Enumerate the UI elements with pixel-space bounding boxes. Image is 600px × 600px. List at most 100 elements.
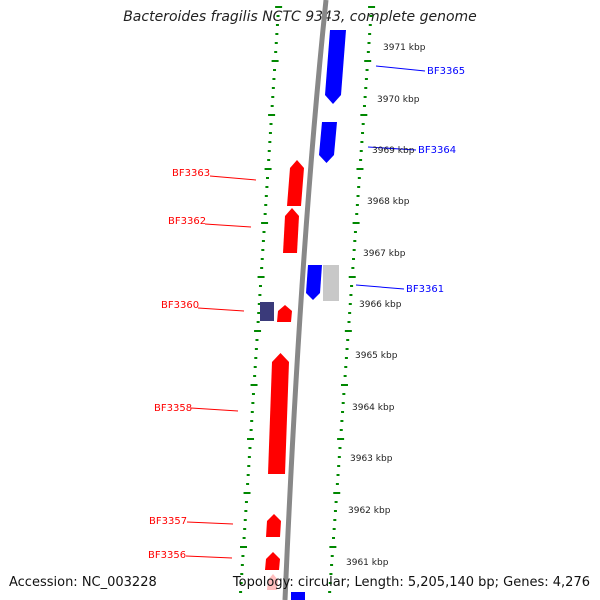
gene-label-bf3363: BF3363	[172, 168, 210, 179]
outer-tick	[350, 285, 354, 287]
tick-marks	[239, 6, 376, 593]
inner-tick	[275, 33, 279, 35]
gene-label-bf3356: BF3356	[148, 550, 186, 561]
outer-tick	[346, 339, 350, 341]
outer-tick	[368, 24, 372, 26]
outer-tick	[328, 591, 332, 593]
inner-tick	[258, 294, 262, 296]
outer-tick	[340, 384, 348, 386]
gene-bf3364	[319, 122, 337, 163]
inner-tick	[247, 456, 251, 458]
scale-label: 3971 kbp	[383, 43, 426, 53]
leader-line	[209, 175, 257, 181]
outer-tick	[348, 312, 352, 314]
scale-label: 3964 kbp	[352, 403, 395, 413]
inner-tick	[268, 141, 272, 143]
inner-tick	[274, 51, 278, 53]
gene-bf3362	[283, 208, 299, 253]
inner-tick	[264, 204, 268, 206]
inner-tick	[268, 114, 276, 116]
outer-tick	[338, 447, 342, 449]
inner-tick	[260, 258, 264, 260]
outer-tick	[329, 573, 333, 575]
gene-bf3361	[306, 265, 322, 300]
inner-tick	[276, 15, 280, 17]
outer-tick	[344, 357, 348, 359]
outer-tick	[361, 132, 365, 134]
inner-tick	[263, 213, 267, 215]
inner-tick	[268, 132, 272, 134]
scale-label: 3962 kbp	[348, 506, 391, 516]
leader-line	[190, 407, 239, 412]
outer-tick	[360, 141, 364, 143]
outer-tick	[368, 33, 372, 35]
leader-line	[355, 284, 405, 290]
scale-label: 3970 kbp	[377, 95, 420, 105]
outer-tick	[328, 582, 332, 584]
gene-bottom-partial	[291, 592, 305, 600]
outer-tick	[343, 375, 347, 377]
gene-label-bf3365: BF3365	[427, 66, 465, 77]
inner-tick	[241, 555, 245, 557]
outer-tick	[364, 87, 368, 89]
outer-tick	[359, 159, 363, 161]
gene-bf3357	[266, 514, 281, 537]
gene-bf3363	[287, 160, 304, 206]
inner-tick	[242, 537, 246, 539]
genome-backbone	[282, 0, 329, 600]
leader-line	[204, 223, 252, 228]
inner-tick	[271, 96, 275, 98]
inner-tick	[270, 105, 274, 107]
gene-bf3360-partner	[260, 302, 274, 321]
outer-tick	[336, 474, 340, 476]
gene-bf3365	[325, 30, 346, 104]
backbone-line	[282, 0, 329, 600]
outer-tick	[332, 537, 336, 539]
inner-tick	[267, 150, 271, 152]
scale-label: 3961 kbp	[346, 558, 389, 568]
outer-tick	[329, 546, 337, 548]
gene-bf3356	[265, 552, 280, 570]
outer-tick	[352, 222, 360, 224]
inner-tick	[261, 249, 265, 251]
outer-tick	[360, 114, 368, 116]
inner-tick	[257, 312, 261, 314]
inner-tick	[248, 447, 252, 449]
leader-line	[197, 307, 245, 312]
inner-tick	[264, 195, 268, 197]
inner-tick	[261, 222, 269, 224]
gene-faint-partial	[267, 574, 278, 590]
inner-tick	[243, 492, 251, 494]
inner-tick	[254, 348, 258, 350]
inner-tick	[250, 384, 258, 386]
scale-label: 3969 kbp	[372, 146, 415, 156]
inner-tick	[239, 591, 243, 593]
inner-tick	[260, 267, 264, 269]
inner-tick	[251, 402, 255, 404]
outer-tick	[348, 303, 352, 305]
leader-line	[375, 65, 426, 72]
outer-tick	[344, 366, 348, 368]
gene-pseudo	[323, 265, 339, 301]
inner-tick	[258, 285, 262, 287]
outer-tick	[341, 402, 345, 404]
outer-tick	[366, 51, 370, 53]
inner-tick	[249, 429, 253, 431]
inner-tick	[257, 276, 265, 278]
outer-tick	[357, 177, 361, 179]
inner-tick	[273, 69, 277, 71]
outer-tick	[368, 6, 376, 8]
outer-tick	[359, 150, 363, 152]
inner-tick	[254, 357, 258, 359]
inner-tick	[239, 582, 243, 584]
outer-tick	[355, 204, 359, 206]
outer-tick	[356, 168, 364, 170]
outer-tick	[347, 321, 351, 323]
outer-tick	[364, 60, 372, 62]
gene-labels: BF3365 BF3364 BF3361 BF3363 BF3362 BF3360 BF33…	[148, 65, 465, 561]
outer-tick	[351, 267, 355, 269]
scale-labels: 3971 kbp 3970 kbp 3969 kbp 3968 kbp 3967 kbp…	[346, 43, 426, 568]
inner-tick	[246, 474, 250, 476]
outer-tick	[341, 411, 345, 413]
